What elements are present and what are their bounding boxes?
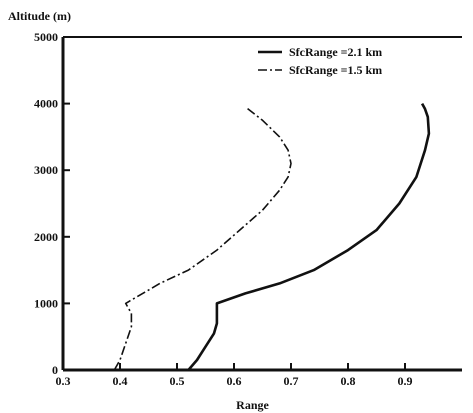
y-tick-label: 0 [52, 363, 58, 377]
series-layer [113, 102, 431, 371]
y-axis-title: Altitude (m) [8, 9, 71, 23]
x-tick-label: 0.8 [341, 374, 356, 388]
series-line [113, 106, 292, 371]
x-tick-label: 0.3 [56, 374, 71, 388]
legend: SfcRange =2.1 km SfcRange =1.5 km [258, 45, 382, 77]
y-tick-label: 5000 [34, 30, 58, 44]
legend-label: SfcRange =2.1 km [289, 45, 382, 59]
x-tick-label: 0.9 [398, 374, 413, 388]
x-tick-label: 0.4 [113, 374, 128, 388]
series-line [187, 102, 431, 371]
x-tick-label: 0.5 [170, 374, 185, 388]
x-tick-label: 0.6 [227, 374, 242, 388]
x-tick-label: 0.7 [284, 374, 299, 388]
plot-frame [61, 36, 462, 372]
y-tick-label: 3000 [34, 163, 58, 177]
y-tick-label: 1000 [34, 296, 58, 310]
x-axis-ticks: 0.3 0.4 0.5 0.6 0.7 0.8 0.9 [56, 363, 413, 388]
legend-label: SfcRange =1.5 km [289, 63, 382, 77]
x-axis-title: Range [236, 398, 269, 412]
y-axis-ticks: 0 1000 2000 3000 4000 5000 [34, 30, 70, 377]
y-tick-label: 2000 [34, 230, 58, 244]
y-tick-label: 4000 [34, 97, 58, 111]
